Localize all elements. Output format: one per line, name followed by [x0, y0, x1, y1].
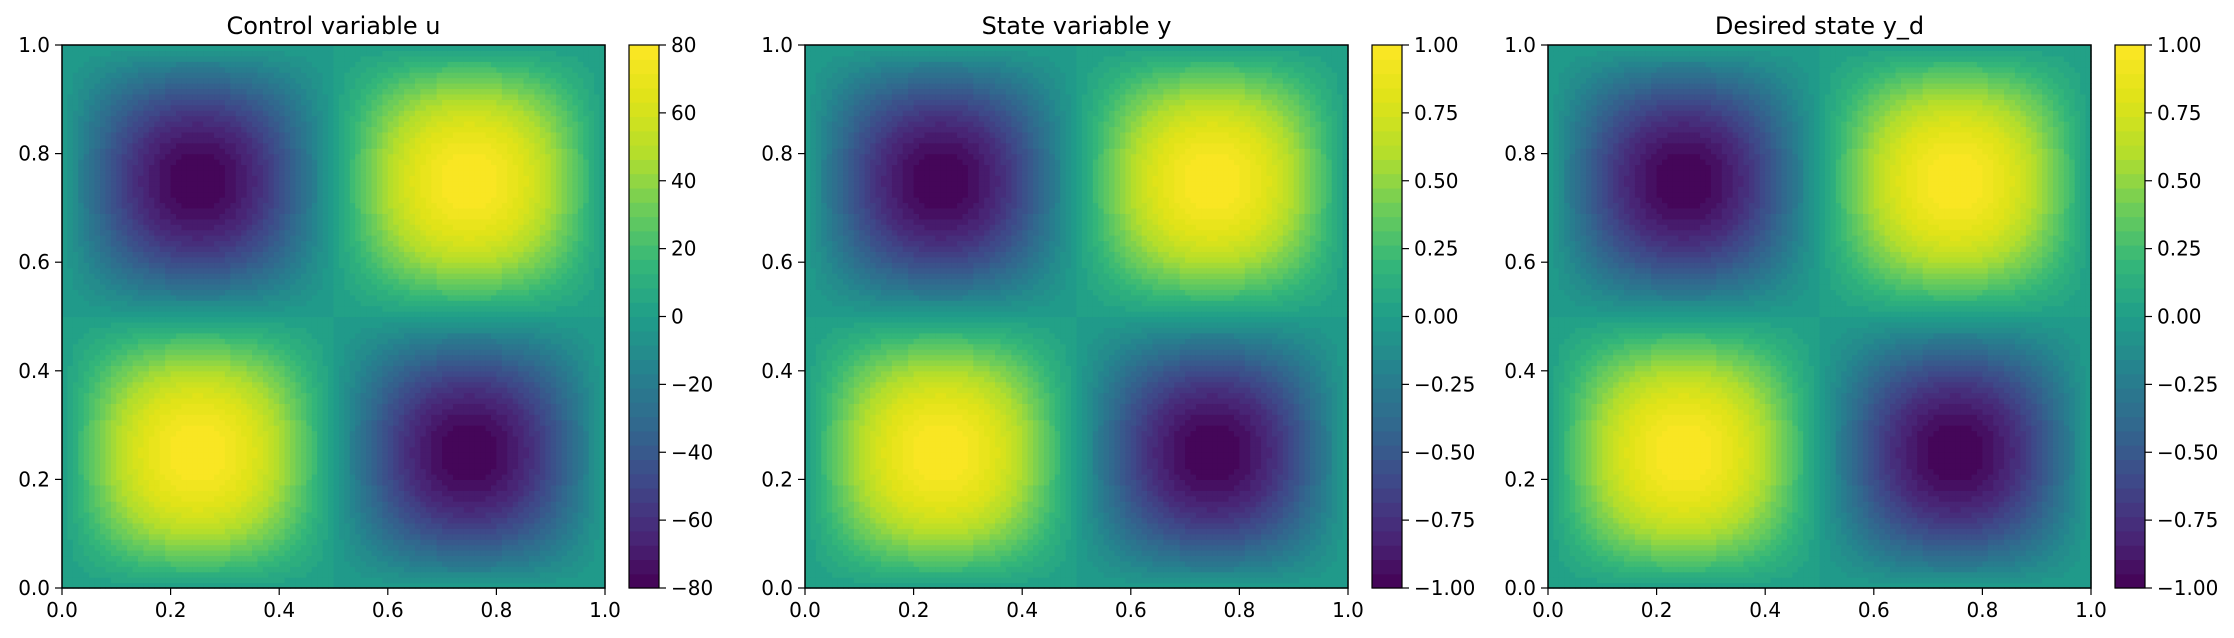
colorbar-tick-label: −60 — [671, 508, 713, 532]
x-tick-label: 0.8 — [1966, 598, 1998, 622]
colorbar-tick-label: −1.00 — [2157, 576, 2218, 600]
x-tick-label: 0.8 — [480, 598, 512, 622]
y-tick-label: 0.2 — [761, 467, 793, 491]
colorbar-tick-label: −0.25 — [2157, 372, 2218, 396]
x-tick-label: 0.8 — [1223, 598, 1255, 622]
x-tick-label: 0.4 — [1749, 598, 1781, 622]
x-tick-label: 1.0 — [589, 598, 621, 622]
colorbar-tick-label: −0.75 — [1414, 508, 1475, 532]
colorbar-tick-label: −40 — [671, 440, 713, 464]
x-tick-label: 1.0 — [1332, 598, 1364, 622]
colorbar-tick-label: −20 — [671, 372, 713, 396]
y-tick-label: 0.4 — [18, 359, 50, 383]
y-tick-label: 1.0 — [1504, 33, 1536, 57]
y-tick-label: 0.6 — [761, 250, 793, 274]
colorbar-tick-label: 0.00 — [2157, 305, 2202, 329]
x-tick-label: 0.2 — [898, 598, 930, 622]
x-tick-label: 0.6 — [372, 598, 404, 622]
y-tick-label: 1.0 — [761, 33, 793, 57]
x-tick-label: 0.4 — [263, 598, 295, 622]
colorbar-tick-label: 20 — [671, 237, 696, 261]
colorbar-tick-label: −0.75 — [2157, 508, 2218, 532]
colorbar-tick-label: −80 — [671, 576, 713, 600]
colorbar-tick-label: 0.50 — [1414, 169, 1459, 193]
x-tick-label: 0.0 — [789, 598, 821, 622]
x-tick-label: 0.0 — [1532, 598, 1564, 622]
colorbar-tick-label: 0.25 — [1414, 237, 1459, 261]
panel-title: Control variable u — [226, 12, 440, 40]
y-tick-label: 0.8 — [18, 142, 50, 166]
x-tick-label: 0.6 — [1115, 598, 1147, 622]
x-tick-label: 0.2 — [155, 598, 187, 622]
y-tick-label: 0.0 — [761, 576, 793, 600]
colorbar-tick-label: 0.75 — [1414, 101, 1459, 125]
colorbar-tick-label: 80 — [671, 33, 696, 57]
colorbar-tick-label: 0.00 — [1414, 305, 1459, 329]
colorbar-tick-label: 0.25 — [2157, 237, 2202, 261]
y-tick-label: 0.2 — [1504, 467, 1536, 491]
colorbar — [629, 45, 659, 589]
colorbar-tick-label: −1.00 — [1414, 576, 1475, 600]
y-tick-label: 0.6 — [1504, 250, 1536, 274]
y-tick-label: 0.6 — [18, 250, 50, 274]
colorbar-tick-label: −0.25 — [1414, 372, 1475, 396]
y-tick-label: 0.4 — [1504, 359, 1536, 383]
colorbar-tick-label: −0.50 — [2157, 440, 2218, 464]
colorbar-tick-label: 1.00 — [1414, 33, 1459, 57]
colorbar-tick-label: 0.75 — [2157, 101, 2202, 125]
y-tick-label: 0.2 — [18, 467, 50, 491]
x-tick-label: 0.4 — [1006, 598, 1038, 622]
colorbar — [1372, 45, 1402, 589]
panel-1: Control variable u 0.0 0.2 0.4 0.6 0.8 1.0 0.0 0… — [18, 12, 713, 622]
panel-title: Desired state y_d — [1715, 12, 1924, 40]
colorbar-tick-label: 1.00 — [2157, 33, 2202, 57]
heatmap-cells — [62, 45, 606, 589]
colorbar-tick-label: 40 — [671, 169, 696, 193]
y-tick-label: 0.0 — [18, 576, 50, 600]
heatmap-cells — [1548, 45, 2092, 589]
x-tick-label: 0.6 — [1858, 598, 1890, 622]
colorbar-tick-label: −0.50 — [1414, 440, 1475, 464]
y-tick-label: 0.0 — [1504, 576, 1536, 600]
panel-2: State variable y 0.0 0.2 0.4 0.6 0.8 1.0 0.0 0.2… — [761, 12, 1475, 622]
heatmap-cells — [805, 45, 1349, 589]
x-tick-label: 0.0 — [46, 598, 78, 622]
y-tick-label: 0.8 — [1504, 142, 1536, 166]
colorbar-tick-label: 60 — [671, 101, 696, 125]
y-tick-label: 1.0 — [18, 33, 50, 57]
y-tick-label: 0.4 — [761, 359, 793, 383]
colorbar — [2115, 45, 2145, 589]
x-tick-label: 1.0 — [2075, 598, 2107, 622]
x-tick-label: 0.2 — [1641, 598, 1673, 622]
y-tick-label: 0.8 — [761, 142, 793, 166]
panel-title: State variable y — [982, 12, 1172, 40]
colorbar-tick-label: 0 — [671, 305, 684, 329]
panel-3: Desired state y_d 0.0 0.2 0.4 0.6 0.8 1.0 0.0 0.… — [1504, 12, 2218, 622]
colorbar-tick-label: 0.50 — [2157, 169, 2202, 193]
